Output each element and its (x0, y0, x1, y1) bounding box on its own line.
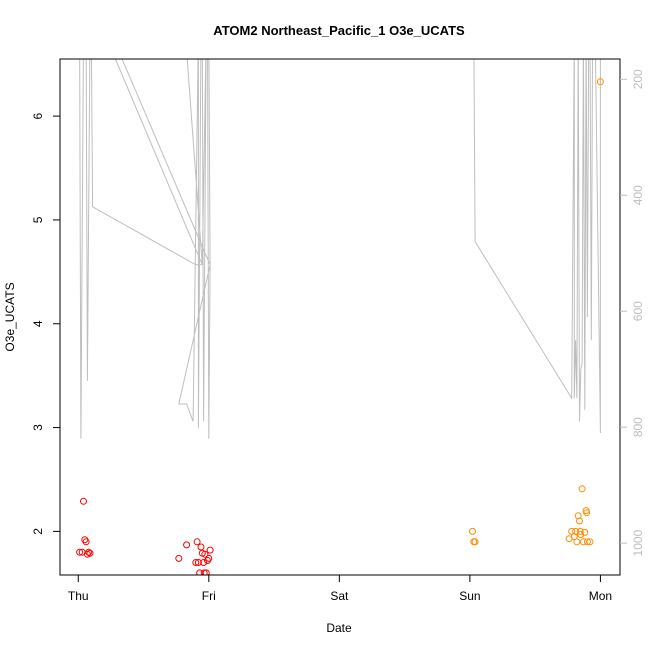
data-point (205, 554, 213, 562)
x-tick-label: Sun (459, 589, 480, 603)
right-tick-label: 800 (631, 417, 645, 437)
data-point (206, 546, 214, 554)
data-point (193, 538, 201, 546)
x-tick-label: Fri (202, 589, 216, 603)
right-tick-label: 1000 (631, 529, 645, 556)
data-point (596, 78, 604, 86)
data-point (578, 485, 586, 493)
x-axis: Thu Fri Sat Sun Mon (68, 575, 612, 603)
data-point (579, 538, 587, 546)
chart-title: ATOM2 Northeast_Pacific_1 O3e_UCATS (213, 23, 465, 38)
y-axis-label: O3e_UCATS (3, 282, 17, 351)
data-point (194, 559, 202, 566)
data-point (85, 548, 93, 556)
y-axis: 2 3 4 5 6 (31, 112, 60, 535)
data-point (175, 554, 183, 562)
data-point (572, 527, 580, 535)
y-tick-label: 5 (31, 216, 45, 223)
data-point (201, 550, 209, 558)
data-point (76, 548, 84, 556)
data-point (583, 509, 591, 517)
right-tick-label: 200 (631, 69, 645, 89)
y-tick-label: 2 (31, 528, 45, 535)
data-point (586, 538, 594, 546)
y-tick-label: 4 (31, 320, 45, 327)
series-0 (76, 497, 214, 575)
x-tick-label: Thu (68, 589, 89, 603)
data-point (197, 543, 205, 551)
right-axis: 200 400 600 800 1000 (620, 69, 645, 556)
pressure-line (79, 59, 601, 439)
right-tick-label: 400 (631, 185, 645, 205)
y-tick-label: 6 (31, 112, 45, 119)
data-point (576, 517, 583, 525)
right-tick-label: 600 (631, 301, 645, 321)
data-point (576, 527, 584, 535)
data-point (86, 549, 94, 557)
x-tick-label: Sat (330, 589, 349, 603)
plot-frame (59, 58, 621, 576)
data-point (469, 527, 476, 535)
plot-area (76, 59, 604, 575)
x-tick-label: Mon (589, 589, 612, 603)
data-point (471, 538, 479, 546)
data-point (583, 538, 591, 546)
data-point (192, 559, 200, 566)
data-point (200, 569, 208, 575)
data-point (80, 497, 87, 505)
data-point (82, 538, 90, 546)
data-point (574, 512, 582, 520)
data-point (573, 538, 581, 546)
y-tick-label: 3 (31, 424, 45, 431)
data-point (202, 569, 210, 575)
data-point (183, 541, 191, 549)
x-axis-label: Date (326, 621, 352, 635)
series-1 (469, 78, 604, 546)
data-point (581, 528, 589, 536)
data-point (200, 559, 208, 566)
data-point (577, 531, 585, 538)
